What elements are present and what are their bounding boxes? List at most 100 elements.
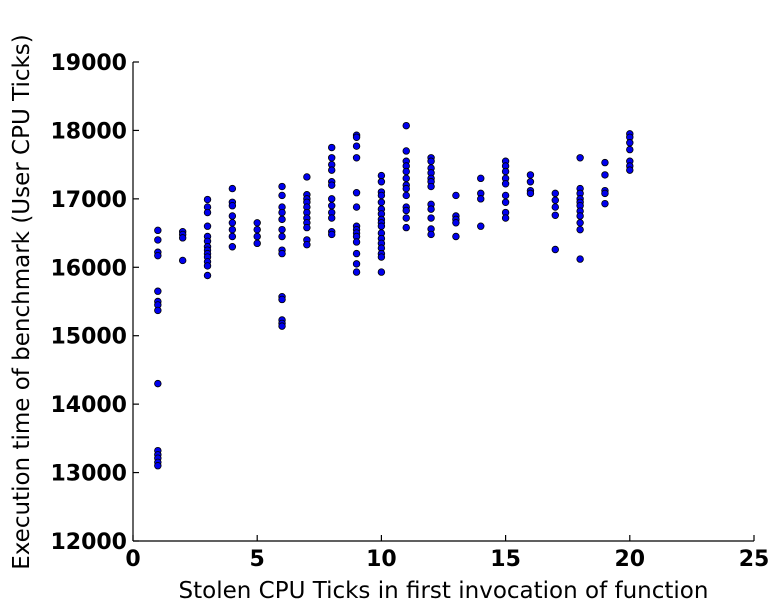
data-point [551,196,559,204]
data-point [303,223,311,232]
data-point [352,133,361,141]
y-tick-label: 16000 [50,256,127,281]
data-point [352,154,361,162]
x-tick-label: 0 [125,547,140,572]
data-point [402,184,410,193]
data-point [626,166,634,174]
x-tick-label: 25 [739,547,770,572]
plot-area [132,62,754,542]
data-point [228,184,237,193]
data-point [228,201,237,210]
y-tick-label: 12000 [50,530,127,555]
data-point [352,249,361,258]
data-point [253,239,261,248]
data-point [501,167,510,176]
data-point [626,145,634,154]
data-point [576,219,584,227]
data-point [203,262,212,270]
data-point [154,251,162,260]
data-point [551,189,559,198]
data-point [278,208,286,217]
data-point [501,198,510,206]
data-point [278,215,286,224]
data-point [427,205,435,213]
data-point [452,232,460,241]
data-point [377,178,386,186]
data-point [501,180,510,188]
data-point [402,121,410,130]
data-point [501,191,510,200]
data-point [526,178,535,186]
data-point [402,206,410,215]
data-point [352,142,361,150]
data-point [278,182,286,191]
data-point [328,166,336,174]
data-point [352,203,361,211]
data-point [178,256,187,265]
data-point [526,171,535,179]
data-point [328,201,336,210]
data-point [328,230,336,239]
data-point [352,268,361,276]
data-point [203,271,212,280]
data-point [402,214,410,222]
x-tick-label: 15 [490,547,521,572]
data-point [402,167,410,176]
data-point [402,191,410,200]
x-axis-ticks: 0 5 10 15 20 25 [125,535,769,572]
data-point [427,214,435,222]
data-point [328,154,336,162]
data-point [576,255,584,263]
y-tick-label: 19000 [50,51,127,76]
y-tick-label: 13000 [50,462,127,487]
data-point [402,174,410,183]
y-tick-label: 18000 [50,119,127,144]
y-tick-label: 14000 [50,393,127,418]
data-point [551,203,559,211]
data-point [328,214,336,222]
data-point [377,198,386,206]
data-point [402,223,410,232]
data-points [154,121,634,470]
data-point [452,191,460,200]
x-tick-label: 5 [250,547,265,572]
data-point [576,225,584,234]
data-point [377,171,386,180]
data-point [352,260,361,268]
data-point [576,212,584,220]
data-point [576,154,584,162]
y-axis-ticks: 12000 13000 14000 15000 16000 17000 18000 19000 [50,51,139,555]
data-point [154,236,162,244]
data-point [203,195,212,204]
data-point [551,245,559,254]
data-point [253,219,261,227]
data-point [427,182,435,191]
data-point [303,241,311,249]
data-point [328,143,336,152]
data-point [278,322,286,330]
data-point [601,158,609,167]
data-point [377,191,386,200]
x-axis-label: Stolen CPU Ticks in first invocation of … [179,578,709,604]
data-point [228,243,237,251]
data-point [203,208,212,217]
data-point [228,212,237,220]
data-point [477,174,485,183]
data-point [601,171,609,179]
data-point [154,462,162,470]
data-point [278,295,286,304]
data-point [452,219,460,227]
data-point [477,222,485,230]
data-point [328,181,336,189]
data-point [278,232,286,241]
data-point [352,188,361,197]
x-tick-label: 10 [366,547,397,572]
data-point [477,195,485,203]
data-point [253,225,261,234]
data-point [402,147,410,155]
data-point [228,225,237,234]
data-point [278,249,286,258]
data-point [601,189,609,198]
data-point [154,287,162,295]
